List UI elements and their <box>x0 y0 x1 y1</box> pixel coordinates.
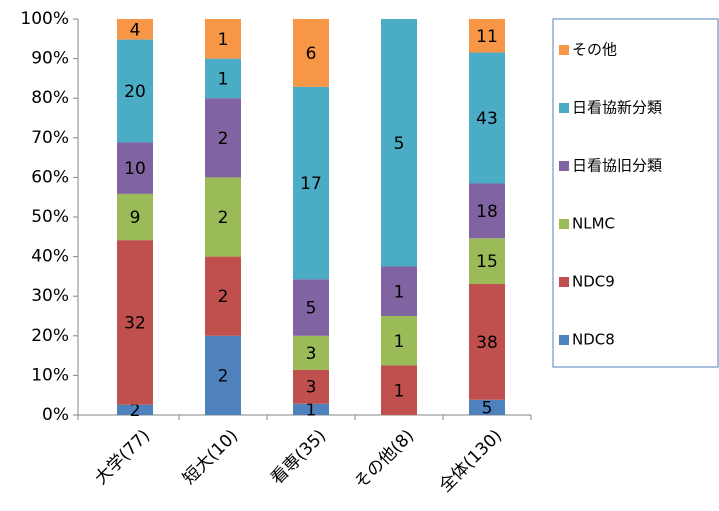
bar-segment <box>293 86 329 280</box>
data-label: 4 <box>130 20 141 40</box>
bar-segment <box>469 19 505 53</box>
data-label: 15 <box>476 252 498 272</box>
bar-segment <box>205 19 241 59</box>
data-label: 43 <box>476 109 498 129</box>
data-label: 11 <box>476 27 498 47</box>
bar-segment <box>117 404 153 415</box>
bar-segment <box>381 365 417 415</box>
legend-label: 日看協新分類 <box>572 99 662 117</box>
y-tick-label: 80% <box>31 88 69 108</box>
y-tick-label: 10% <box>31 365 69 385</box>
bar-segment <box>381 19 417 267</box>
data-label: 32 <box>124 313 146 333</box>
data-label: 1 <box>306 400 317 420</box>
data-label: 1 <box>394 381 405 401</box>
bar-segment <box>205 256 241 336</box>
legend-swatch <box>559 277 569 287</box>
x-tick-label: 全体(130) <box>436 426 507 497</box>
data-label: 3 <box>306 344 317 364</box>
bar-segment <box>117 193 153 241</box>
y-tick-label: 20% <box>31 326 69 346</box>
bar-segment <box>469 52 505 184</box>
data-label: 1 <box>394 282 405 302</box>
bar-segment <box>381 266 417 316</box>
bar-segment <box>117 19 153 40</box>
legend-swatch <box>559 219 569 229</box>
bar-segment <box>205 177 241 257</box>
bar-segment <box>117 240 153 405</box>
bar-segment <box>117 142 153 194</box>
y-tick-label: 90% <box>31 49 69 69</box>
x-tick-label: 大学(77) <box>91 426 154 489</box>
data-label: 38 <box>476 333 498 353</box>
data-label: 2 <box>130 401 141 421</box>
bar-segment <box>205 335 241 415</box>
data-label: 20 <box>124 82 146 102</box>
bar-segment <box>205 98 241 178</box>
data-label: 1 <box>394 332 405 352</box>
legend-swatch <box>559 45 569 55</box>
bar-segment <box>293 403 329 415</box>
data-label: 5 <box>482 398 493 418</box>
y-tick-label: 100% <box>20 9 69 29</box>
data-label: 2 <box>218 287 229 307</box>
data-label: 1 <box>218 69 229 89</box>
bar-segment <box>381 316 417 366</box>
bar-segment <box>293 19 329 87</box>
bar-segment <box>293 279 329 336</box>
y-tick-label: 60% <box>31 167 69 187</box>
data-label: 2 <box>218 129 229 149</box>
legend-label: その他 <box>572 41 617 59</box>
y-tick-label: 40% <box>31 247 69 267</box>
data-label: 6 <box>306 44 317 64</box>
legend-label: NDC8 <box>572 331 615 349</box>
bar-segment <box>293 369 329 404</box>
y-tick-label: 70% <box>31 128 69 148</box>
data-label: 2 <box>218 366 229 386</box>
bar-segment <box>469 183 505 239</box>
data-label: 5 <box>394 134 405 154</box>
legend-swatch <box>559 103 569 113</box>
bar-segment <box>293 335 329 370</box>
legend-label: NLMC <box>572 215 615 233</box>
bar-segment <box>117 39 153 143</box>
data-label: 10 <box>124 159 146 179</box>
legend-label: 日看協旧分類 <box>572 157 662 175</box>
x-tick-label: 看専(35) <box>267 426 330 489</box>
data-label: 1 <box>218 30 229 50</box>
legend-box <box>552 18 719 368</box>
data-label: 2 <box>218 208 229 228</box>
bar-segment <box>469 284 505 400</box>
x-tick-label: 短大(10) <box>179 426 242 489</box>
legend-swatch <box>559 335 569 345</box>
data-label: 3 <box>306 378 317 398</box>
data-label: 18 <box>476 202 498 222</box>
bar-segment <box>469 238 505 285</box>
y-tick-label: 30% <box>31 286 69 306</box>
bar-segment <box>205 58 241 99</box>
y-tick-label: 0% <box>42 405 69 425</box>
data-label: 5 <box>306 299 317 319</box>
data-label: 9 <box>130 208 141 228</box>
legend-swatch <box>559 161 569 171</box>
x-tick-label: その他(8) <box>351 426 418 493</box>
data-label: 17 <box>300 174 322 194</box>
bar-segment <box>469 399 505 415</box>
y-tick-label: 50% <box>31 207 69 227</box>
legend-label: NDC9 <box>572 273 615 291</box>
